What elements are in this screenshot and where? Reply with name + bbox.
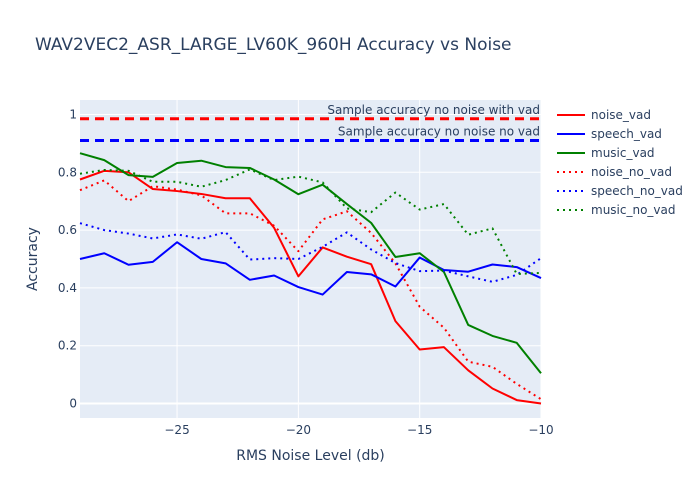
legend-label: speech_no_vad: [591, 184, 683, 198]
legend-label: noise_vad: [591, 108, 651, 122]
legend-label: music_no_vad: [591, 203, 676, 217]
reference-line-label: Sample accuracy no noise no vad: [338, 124, 540, 138]
y-axis-ticks: 0 0.2 0.4 0.6 0.8 1: [58, 107, 77, 410]
y-tick-label: 0.2: [58, 339, 77, 353]
grid: [80, 100, 542, 418]
legend-label: speech_vad: [591, 127, 662, 141]
y-tick-label: 0.4: [58, 281, 77, 295]
legend-item-music-vad[interactable]: music_vad: [557, 146, 655, 160]
y-axis-title: Accuracy: [25, 227, 41, 291]
plot-area: [80, 100, 541, 418]
y-tick-label: 0.8: [58, 165, 77, 179]
legend-item-noise-vad[interactable]: noise_vad: [557, 108, 651, 122]
y-tick-label: 0: [69, 397, 77, 411]
legend[interactable]: noise_vad speech_vad music_vad noise_no_vad…: [557, 108, 683, 217]
reference-line-label: Sample accuracy no noise with vad: [327, 103, 540, 117]
legend-label: noise_no_vad: [591, 165, 672, 179]
series-line-noise-vad: [79, 169, 542, 405]
x-tick-label: −25: [164, 423, 189, 437]
series-line-speech-no-vad: [79, 222, 542, 283]
series-line-music-no-vad: [79, 168, 542, 276]
legend-item-speech-no-vad[interactable]: speech_no_vad: [557, 184, 683, 198]
reference-lines: Sample accuracy no noise with vad Sample …: [80, 103, 541, 142]
legend-label: music_vad: [591, 146, 655, 160]
x-tick-label: −20: [286, 423, 311, 437]
legend-item-music-no-vad[interactable]: music_no_vad: [557, 203, 676, 217]
legend-item-speech-vad[interactable]: speech_vad: [557, 127, 662, 141]
x-axis-title: RMS Noise Level (db): [236, 448, 385, 464]
series-line-noise-no-vad: [79, 179, 542, 401]
series-line-music-vad: [79, 152, 542, 374]
x-tick-label: −10: [528, 423, 553, 437]
series-line-speech-vad: [79, 241, 542, 296]
legend-item-noise-no-vad[interactable]: noise_no_vad: [557, 165, 672, 179]
series-lines: [79, 152, 542, 405]
chart-title: WAV2VEC2_ASR_LARGE_LV60K_960H Accuracy v…: [35, 35, 512, 55]
y-tick-label: 0.6: [58, 223, 77, 237]
y-tick-label: 1: [69, 107, 77, 121]
x-axis-ticks: −25 −20 −15 −10: [164, 423, 553, 437]
x-tick-label: −15: [407, 423, 432, 437]
